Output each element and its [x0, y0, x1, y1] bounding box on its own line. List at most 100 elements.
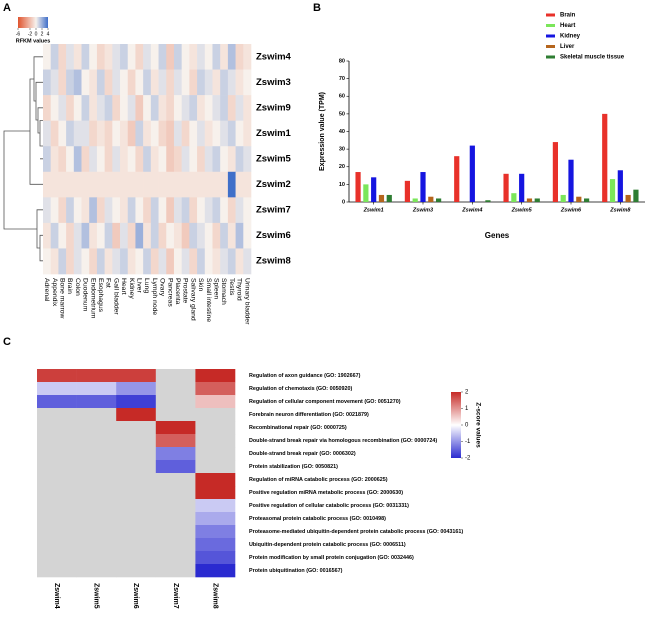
bar	[568, 159, 574, 202]
heatmap-cell	[227, 146, 236, 173]
column-label: Spleen	[213, 278, 220, 299]
heatmap-cell	[166, 171, 175, 198]
row-label: Regulation of chemotaxis (GO: 0050920)	[249, 386, 353, 392]
empty-cell	[155, 473, 196, 487]
heatmap-cell	[189, 171, 198, 198]
row-label: Zswim1	[256, 128, 292, 139]
heatmap-cell	[181, 95, 190, 121]
heatmap-cell	[220, 248, 229, 275]
heatmap-cell	[50, 248, 59, 275]
heatmap-cell	[104, 222, 113, 249]
bar	[633, 189, 639, 202]
heatmap-cell	[66, 44, 75, 70]
heatmap-cell	[50, 95, 59, 121]
heatmap-cell	[81, 44, 90, 70]
heatmap-cell	[197, 171, 206, 198]
heatmap-cell	[173, 197, 182, 224]
heatmap-cell	[66, 69, 75, 96]
empty-cell	[116, 538, 157, 552]
heatmap-cell	[89, 69, 98, 96]
empty-cell	[195, 447, 236, 461]
column-label: Zswim7	[172, 583, 179, 609]
heatmap-cell	[197, 44, 206, 70]
heatmap-cell	[227, 95, 236, 121]
heatmap-cell	[166, 248, 175, 275]
heatmap-cell	[66, 95, 75, 121]
heatmap-cell	[120, 222, 129, 249]
heatmap-cell	[243, 69, 252, 96]
heatmap-cell	[195, 382, 236, 396]
heatmap-cell	[220, 222, 229, 249]
bar	[420, 172, 426, 202]
heatmap-cell	[204, 222, 213, 249]
empty-cell	[116, 421, 157, 435]
legend-label: Kidney	[560, 34, 581, 40]
heatmap-cell	[173, 222, 182, 249]
empty-cell	[116, 499, 157, 513]
heatmap-cell	[220, 120, 229, 147]
heatmap-cell	[195, 395, 236, 409]
colorbar-title: RFKM values	[16, 38, 51, 44]
heatmap-cell	[43, 197, 52, 224]
heatmap-cell	[212, 44, 221, 70]
heatmap-cell	[73, 171, 82, 198]
heatmap-cell	[89, 222, 98, 249]
heatmap-cell	[58, 69, 67, 96]
bar	[355, 172, 361, 202]
row-label: Zswim4	[256, 51, 292, 62]
heatmap-cell	[158, 248, 167, 275]
bar	[436, 198, 442, 202]
heatmap-cell	[220, 146, 229, 173]
heatmap-cell	[143, 248, 152, 275]
heatmap-cell	[50, 146, 59, 173]
heatmap-cell	[235, 197, 244, 224]
column-label: Salivary gland	[189, 278, 196, 321]
column-label: Lung	[143, 278, 150, 293]
heatmap-cell	[73, 222, 82, 249]
column-label: Fat	[105, 278, 112, 288]
empty-cell	[116, 525, 157, 539]
heatmap-cell	[73, 69, 82, 96]
heatmap-cell	[150, 44, 159, 70]
heatmap-cell	[112, 95, 121, 121]
legend-swatch	[546, 13, 555, 17]
row-label: Regulation of axon guidance (GO: 1902667…	[249, 373, 361, 379]
heatmap-cell	[143, 171, 152, 198]
heatmap-cell	[235, 69, 244, 96]
heatmap-cell	[120, 146, 129, 173]
heatmap-cell	[96, 69, 105, 96]
column-label: Testis	[228, 278, 235, 296]
row-label: Protein ubiquitination (GO: 0016567)	[249, 568, 343, 574]
empty-cell	[76, 525, 117, 539]
heatmap-cell	[143, 197, 152, 224]
bar	[625, 194, 631, 202]
heatmap-cell	[58, 44, 67, 70]
column-label: Small intestine	[205, 278, 212, 322]
heatmap-cell	[243, 95, 252, 121]
column-label: Thyroid	[236, 278, 243, 301]
heatmap-cell	[158, 95, 167, 121]
bar	[560, 194, 566, 202]
empty-cell	[195, 421, 236, 435]
colorbar-tick-label: -6	[16, 31, 21, 37]
heatmap-cell	[155, 421, 196, 435]
empty-cell	[116, 486, 157, 500]
heatmap-cell	[43, 248, 52, 275]
heatmap-cell	[227, 222, 236, 249]
heatmap-cell	[212, 146, 221, 173]
colorbar-title: Z-score values	[474, 402, 481, 448]
empty-cell	[76, 460, 117, 474]
heatmap-cell	[212, 95, 221, 121]
heatmap-cell	[150, 171, 159, 198]
empty-cell	[76, 473, 117, 487]
y-tick-label: 50	[339, 111, 345, 117]
heatmap-cell	[96, 197, 105, 224]
heatmap-cell	[243, 146, 252, 173]
colorbar-tick-label: 4	[47, 31, 50, 37]
heatmap-cell	[155, 434, 196, 448]
heatmap-cell	[227, 171, 236, 198]
heatmap-cell	[127, 197, 136, 224]
row-label: Zswim5	[256, 154, 292, 165]
heatmap-cell	[189, 197, 198, 224]
empty-cell	[155, 369, 196, 383]
